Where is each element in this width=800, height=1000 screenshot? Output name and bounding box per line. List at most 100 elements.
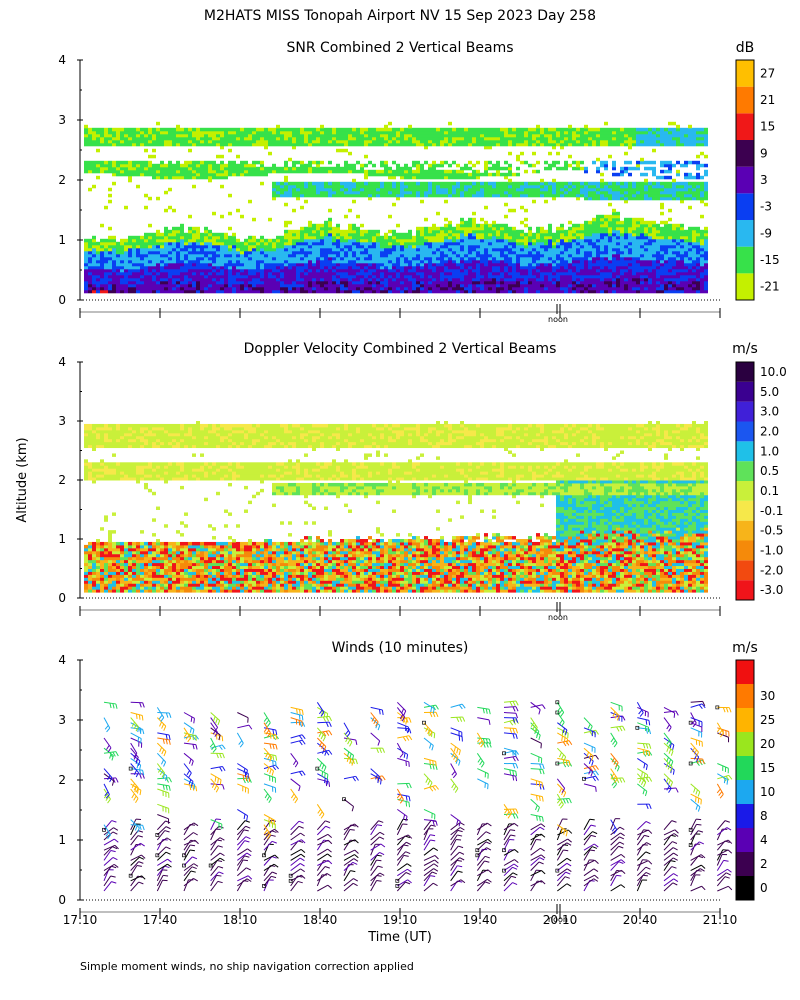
snr-cell [636,160,640,165]
snr-cell [472,226,476,231]
snr-cell [516,289,520,294]
snr-cell [532,193,536,198]
snr-cell [364,130,368,135]
snr-cell [584,253,588,258]
snr-cell [88,142,92,147]
snr-cell [184,166,188,171]
snr-cell [200,286,204,291]
snr-cell [272,181,276,186]
snr-cell [332,187,336,192]
snr-cell [328,208,332,213]
snr-cell [184,241,188,246]
snr-cell [628,262,632,267]
snr-cell [228,238,232,243]
snr-cell [616,265,620,270]
snr-cell [448,220,452,225]
snr-cell [580,280,584,285]
snr-cell [208,139,212,144]
snr-cell [612,187,616,192]
snr-cell [580,130,584,135]
snr-cell [472,235,476,240]
snr-cell [180,283,184,288]
snr-cell [632,184,636,189]
snr-cell [352,136,356,141]
snr-cell [256,289,260,294]
snr-cell [156,133,160,138]
snr-cell [492,172,496,177]
snr-cell [492,253,496,258]
snr-cell [364,280,368,285]
snr-cell [180,259,184,264]
snr-cell [572,277,576,282]
snr-cell [616,133,620,138]
snr-cell [620,274,624,279]
snr-cell [544,166,548,171]
snr-cell [288,253,292,258]
snr-cell [92,268,96,273]
snr-cell [232,289,236,294]
snr-cell [296,193,300,198]
snr-cell [140,130,144,135]
snr-cell [460,172,464,177]
snr-cell [324,262,328,267]
snr-cell [608,214,612,219]
snr-cell [236,238,240,243]
snr-cell [468,256,472,261]
snr-cell [620,265,624,270]
snr-cell [412,160,416,165]
snr-cell [432,232,436,237]
snr-cell [196,247,200,252]
snr-cell [420,244,424,249]
snr-cell [84,163,88,168]
snr-cell [404,280,408,285]
snr-cell [640,250,644,255]
snr-cell [504,184,508,189]
snr-cell [420,271,424,276]
snr-cell [628,142,632,147]
snr-cell [444,181,448,186]
snr-cell [328,262,332,267]
snr-cell [256,256,260,261]
snr-cell [628,265,632,270]
snr-cell [276,187,280,192]
snr-cell [492,271,496,276]
snr-cell [268,151,272,156]
snr-cell [348,268,352,273]
snr-cell [152,241,156,246]
snr-cell [388,142,392,147]
snr-cell [608,268,612,273]
snr-cell [464,184,468,189]
snr-cell [388,283,392,288]
snr-cell [360,223,364,228]
snr-cell [432,250,436,255]
snr-cell [428,280,432,285]
snr-cell [172,256,176,261]
snr-cell [468,250,472,255]
snr-cell [152,130,156,135]
snr-cell [164,244,168,249]
snr-cell [240,244,244,249]
snr-cell [616,139,620,144]
snr-cell [516,166,520,171]
snr-cell [480,184,484,189]
snr-cell [632,232,636,237]
snr-cell [628,235,632,240]
snr-cell [168,268,172,273]
snr-cell [92,259,96,264]
snr-cell [624,181,628,186]
snr-cell [252,247,256,252]
snr-cell [404,286,408,291]
snr-cell [148,274,152,279]
snr-cell [212,172,216,177]
snr-cell [292,241,296,246]
snr-cell [536,181,540,186]
snr-cell [500,130,504,135]
snr-cell [388,286,392,291]
snr-cell [504,175,508,180]
snr-cell [468,238,472,243]
snr-cell [352,232,356,237]
snr-cell [576,253,580,258]
snr-cell [448,133,452,138]
snr-cell [376,232,380,237]
snr-cell [612,253,616,258]
